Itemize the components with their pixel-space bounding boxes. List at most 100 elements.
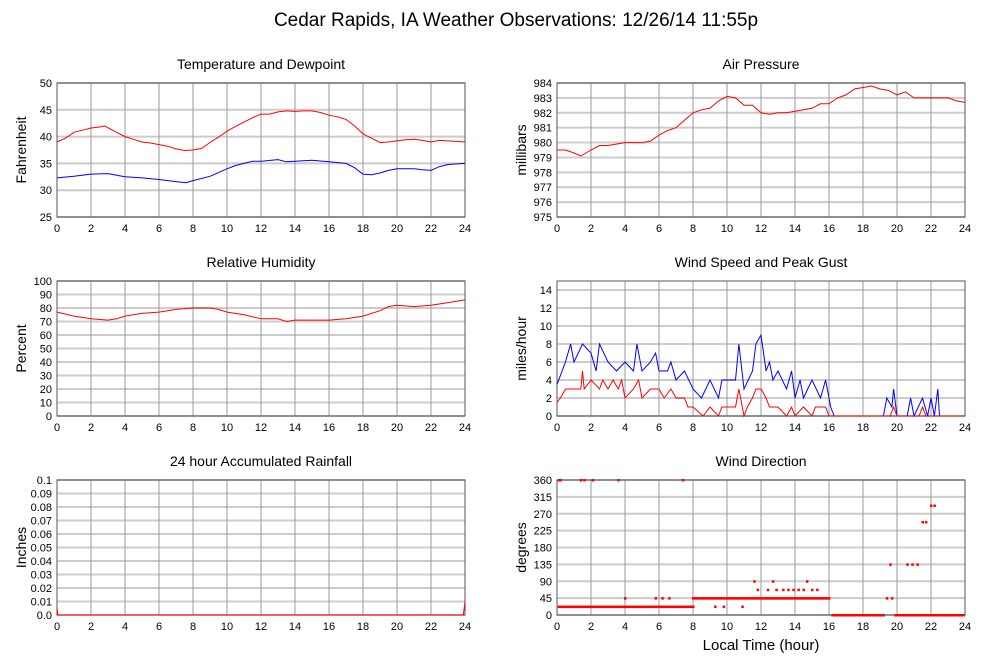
y-tick-label: 975 [534,212,552,224]
panel-title: Relative Humidity [207,254,316,270]
y-tick-label: 20 [40,384,52,396]
scatter-point [746,597,749,600]
x-tick-label: 20 [891,621,903,633]
x-tick-label: 18 [857,223,869,235]
scatter-point [688,605,692,609]
y-tick-label: 40 [40,357,52,369]
scatter-point [668,605,671,609]
y-tick-label: 90 [40,290,52,302]
scatter-point [671,605,675,609]
scatter-point [851,614,855,617]
x-tick-label: 2 [588,422,594,434]
y-tick-label: 10 [40,398,52,410]
scatter-point [775,588,778,592]
y-tick-label: 984 [534,78,552,90]
x-tick-label: 24 [959,621,971,633]
scatter-point [904,614,907,617]
scatter-point [710,597,714,600]
scatter-point [817,597,821,600]
x-tick-label: 10 [221,422,233,434]
scatter-point [923,614,926,617]
x-tick-label: 18 [857,422,869,434]
y-tick-label: 315 [534,492,552,504]
x-tick-label: 4 [622,223,628,235]
scatter-point [618,605,622,609]
y-tick-label: 0 [546,610,552,622]
scatter-point [661,597,664,600]
scatter-point [948,614,952,617]
y-axis-label: Inches [13,527,29,568]
scatter-point [766,588,770,592]
scatter-point [957,614,960,617]
scatter-point [872,614,875,617]
x-tick-label: 24 [459,223,471,235]
scatter-point [591,605,595,609]
scatter-point [715,597,719,600]
scatter-point [751,597,754,600]
x-tick-label: 8 [690,621,696,633]
panel-title: Temperature and Dewpoint [177,56,345,72]
scatter-point [805,580,809,583]
x-tick-label: 22 [925,422,937,434]
scatter-point [771,580,775,583]
scatter-point [644,605,647,609]
scatter-point [945,614,948,617]
y-tick-label: 976 [534,197,552,209]
scatter-point [936,614,940,617]
scatter-point [567,605,571,609]
scatter-point [601,605,605,609]
scatter-point [681,479,685,482]
y-tick-label: 0.04 [31,556,52,568]
scatter-point [690,605,693,609]
scatter-point [809,597,812,600]
scatter-point [579,605,583,609]
scatter-point [758,597,761,600]
scatter-point [921,521,924,524]
scatter-point [846,614,850,617]
scatter-point [630,605,634,609]
scatter-point [756,588,760,592]
scatter-point [557,479,561,482]
x-tick-label: 22 [925,223,937,235]
scatter-point [681,605,685,609]
y-tick-label: 4 [546,375,552,387]
scatter-point [839,614,843,617]
scatter-point [940,614,943,617]
scatter-point [865,614,868,617]
scatter-point [906,563,909,566]
scatter-point [787,588,790,592]
scatter-point [557,605,561,609]
y-tick-label: 30 [40,185,52,197]
scatter-point [919,614,923,617]
scatter-point [761,597,765,600]
scatter-point [578,605,581,609]
x-tick-label: 0 [54,223,60,235]
x-tick-label: 10 [221,621,233,633]
plot-frame [556,280,966,417]
x-tick-label: 6 [656,422,662,434]
x-tick-label: 10 [721,223,733,235]
scatter-point [805,597,809,600]
x-tick-label: 6 [656,621,662,633]
x-tick-label: 18 [357,422,369,434]
scatter-point [792,588,795,592]
scatter-point [712,597,715,600]
scatter-point [603,605,607,609]
scatter-point [802,588,805,592]
x-tick-label: 2 [88,422,94,434]
scatter-point [753,597,756,600]
scatter-point [673,605,676,609]
scatter-point [610,605,613,609]
scatter-point [634,605,637,609]
scatter-point [654,597,658,600]
figure-title: Cedar Rapids, IA Weather Observations: 1… [274,10,758,31]
scatter-point [921,614,924,617]
x-tick-label: 8 [190,422,196,434]
scatter-point [624,605,627,609]
scatter-point [955,614,958,617]
scatter-point [564,605,567,609]
x-tick-label: 16 [323,223,335,235]
scatter-point [675,605,678,609]
scatter-point [693,597,697,600]
